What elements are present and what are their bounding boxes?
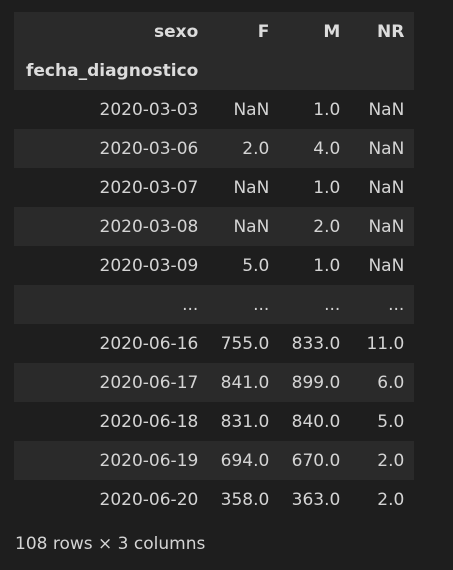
row-index-cell: 2020-03-07	[99, 177, 199, 198]
table-row: 2020-06-16 755.0 833.0 11.0	[14, 324, 415, 363]
row-index-cell: 2020-06-20	[99, 489, 199, 510]
row-index-cell: 2020-06-18	[99, 411, 199, 432]
table-row: 2020-06-17 841.0 899.0 6.0	[14, 363, 415, 402]
table-cell: 831.0	[220, 411, 270, 432]
row-index-cell: ...	[182, 294, 199, 315]
table-cell: 363.0	[291, 489, 341, 510]
table-cell: 1.0	[313, 177, 341, 198]
table-cell: NaN	[233, 99, 270, 120]
table-cell: 358.0	[220, 489, 270, 510]
table-cell: ...	[253, 294, 270, 315]
column-header-nr: NR	[377, 21, 405, 42]
dataframe-table: sexo F M NR fecha_diagnostico 2020-03-03…	[14, 12, 415, 519]
column-header-m: M	[323, 21, 341, 42]
table-cell: 5.0	[242, 255, 270, 276]
table-cell: 2.0	[242, 138, 270, 159]
table-cell: 1.0	[313, 255, 341, 276]
table-cell: NaN	[233, 177, 270, 198]
table-row: 2020-03-09 5.0 1.0 NaN	[14, 246, 415, 285]
table-cell: 755.0	[220, 333, 270, 354]
dataframe-output: sexo F M NR fecha_diagnostico 2020-03-03…	[14, 12, 415, 519]
row-index-cell: 2020-03-03	[99, 99, 199, 120]
table-cell: 840.0	[291, 411, 341, 432]
index-name-row: fecha_diagnostico	[14, 51, 415, 90]
table-cell: 6.0	[377, 372, 405, 393]
table-cell: 670.0	[291, 450, 341, 471]
columns-name-header: sexo	[154, 21, 199, 42]
table-cell: NaN	[368, 216, 405, 237]
table-cell: 2.0	[377, 450, 405, 471]
table-cell: 4.0	[313, 138, 341, 159]
table-cell: NaN	[233, 216, 270, 237]
row-index-cell: 2020-03-08	[99, 216, 199, 237]
table-row: 2020-06-19 694.0 670.0 2.0	[14, 441, 415, 480]
table-cell: 11.0	[366, 333, 405, 354]
table-row: 2020-03-08 NaN 2.0 NaN	[14, 207, 415, 246]
table-cell: 694.0	[220, 450, 270, 471]
table-cell: ...	[388, 294, 405, 315]
table-cell: 2.0	[313, 216, 341, 237]
table-row: ............	[14, 285, 415, 324]
row-index-cell: 2020-06-16	[99, 333, 199, 354]
table-cell: 841.0	[220, 372, 270, 393]
table-cell: 1.0	[313, 99, 341, 120]
table-cell: NaN	[368, 99, 405, 120]
table-row: 2020-03-06 2.0 4.0 NaN	[14, 129, 415, 168]
row-index-cell: 2020-06-17	[99, 372, 199, 393]
row-index-cell: 2020-03-09	[99, 255, 199, 276]
column-header-row: sexo F M NR	[14, 12, 415, 51]
table-cell: 5.0	[377, 411, 405, 432]
table-cell: NaN	[368, 255, 405, 276]
table-cell: 833.0	[291, 333, 341, 354]
table-row: 2020-06-20 358.0 363.0 2.0	[14, 480, 415, 519]
table-cell: NaN	[368, 138, 405, 159]
table-row: 2020-03-03 NaN 1.0 NaN	[14, 90, 415, 129]
table-cell: ...	[324, 294, 341, 315]
row-index-cell: 2020-03-06	[99, 138, 199, 159]
table-row: 2020-06-18 831.0 840.0 5.0	[14, 402, 415, 441]
dataframe-shape-text: 108 rows × 3 columns	[15, 534, 206, 554]
table-cell: 899.0	[291, 372, 341, 393]
table-cell: 2.0	[377, 489, 405, 510]
table-cell: NaN	[368, 177, 405, 198]
table-row: 2020-03-07 NaN 1.0 NaN	[14, 168, 415, 207]
index-name-header: fecha_diagnostico	[26, 60, 199, 81]
row-index-cell: 2020-06-19	[99, 450, 199, 471]
column-header-f: F	[257, 21, 270, 42]
table-body: 2020-03-03 NaN 1.0 NaN 2020-03-06 2.0 4.0 NaN 20…	[14, 90, 415, 519]
